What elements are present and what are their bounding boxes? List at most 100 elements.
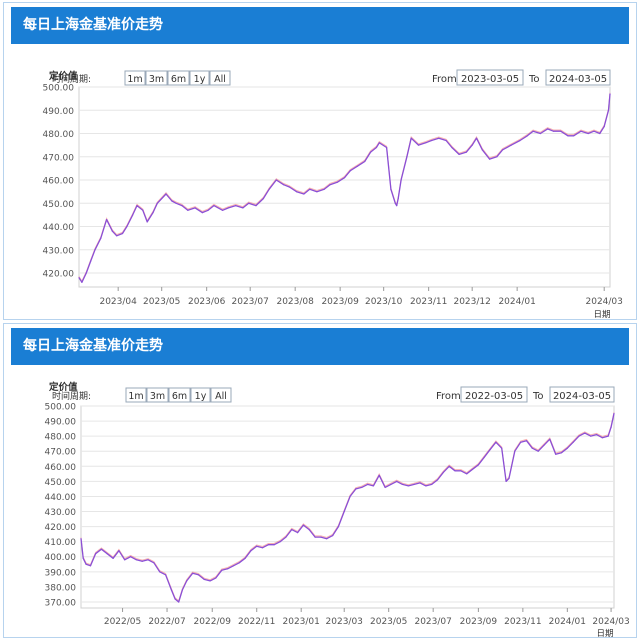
from-date-input[interactable]: 2022-03-05 xyxy=(460,386,528,403)
data-point xyxy=(248,202,250,204)
data-point xyxy=(332,535,334,537)
period-buttons: 1m 3m 6m 1y All xyxy=(125,387,232,403)
data-point xyxy=(364,160,366,162)
data-point xyxy=(475,137,478,139)
y-tick-label: 480.00 xyxy=(43,130,75,140)
data-point xyxy=(302,524,304,526)
data-point xyxy=(288,186,290,188)
data-point xyxy=(141,560,143,562)
data-point xyxy=(90,260,92,262)
period-button-1m[interactable]: 1m xyxy=(125,387,147,403)
data-point xyxy=(519,139,521,142)
data-point xyxy=(100,237,102,239)
to-date-input[interactable]: 2024-03-05 xyxy=(545,69,611,86)
data-point xyxy=(121,232,124,235)
data-point xyxy=(255,205,257,207)
data-point xyxy=(227,568,229,570)
data-point xyxy=(85,563,87,565)
data-point xyxy=(555,453,557,455)
data-point xyxy=(442,471,444,473)
data-point xyxy=(268,188,270,190)
data-point xyxy=(466,473,468,475)
data-point xyxy=(355,488,357,490)
data-point xyxy=(578,435,580,437)
data-point xyxy=(165,574,167,576)
data-point xyxy=(367,483,369,485)
data-point xyxy=(303,193,305,195)
x-tick-label: 2023/03 xyxy=(326,617,363,627)
y-tick-labels: 420.00 430.00 440.00 450.00 460.00 470.00 480.… xyxy=(43,84,75,280)
panel-header: 每日上海金基准价走势 xyxy=(11,328,629,365)
data-point xyxy=(394,202,396,204)
data-point xyxy=(178,601,180,603)
period-button-1y[interactable]: 1y xyxy=(190,387,211,403)
period-button-6m[interactable]: 6m xyxy=(167,70,190,86)
data-point xyxy=(593,130,595,132)
data-point xyxy=(489,449,491,451)
data-point xyxy=(454,470,456,472)
period-button-all[interactable]: All xyxy=(210,387,232,403)
data-point xyxy=(573,135,575,137)
data-point xyxy=(112,557,114,559)
data-point xyxy=(567,135,569,137)
data-point xyxy=(238,562,240,564)
period-button-1m[interactable]: 1m xyxy=(124,70,146,86)
to-date-input[interactable]: 2024-03-05 xyxy=(549,386,615,403)
data-point xyxy=(256,545,258,547)
data-point xyxy=(613,412,615,415)
data-point xyxy=(192,572,194,574)
y-tick-label: 460.00 xyxy=(45,463,77,473)
data-point xyxy=(297,532,299,534)
data-point xyxy=(80,538,82,540)
data-point xyxy=(496,156,498,158)
y-tick-label: 440.00 xyxy=(45,493,77,503)
data-point xyxy=(213,205,215,207)
data-point xyxy=(194,207,196,209)
chart-area: 420.00 430.00 440.00 450.00 460.00 470.00 480.… xyxy=(43,69,623,319)
data-point xyxy=(390,188,392,190)
period-button-all[interactable]: All xyxy=(209,70,231,86)
data-point xyxy=(525,440,528,442)
data-point xyxy=(316,191,318,193)
data-point xyxy=(165,193,167,195)
data-point xyxy=(296,191,298,193)
data-point xyxy=(203,578,205,580)
data-point xyxy=(126,225,128,228)
data-point xyxy=(514,450,516,452)
x-tick-label: 2022/07 xyxy=(148,617,185,627)
period-button-label: 1y xyxy=(194,74,206,85)
data-point xyxy=(477,464,479,466)
x-tick-label: 2023/08 xyxy=(276,297,314,307)
y-tick-label: 450.00 xyxy=(43,200,75,210)
data-point xyxy=(267,544,269,546)
data-point xyxy=(283,184,285,186)
data-point xyxy=(232,565,234,567)
data-point xyxy=(410,137,412,139)
data-point xyxy=(227,207,229,209)
data-point xyxy=(502,149,504,151)
x-tick-label: 2024/03 xyxy=(586,297,623,307)
data-point xyxy=(326,538,328,540)
y-tick-labels: 370.00 380.00 390.00 400.00 410.00 420.00 430.… xyxy=(45,403,77,609)
data-point xyxy=(215,577,217,579)
data-point xyxy=(273,544,275,546)
chart-panel-1y: 每日上海金基准价走势 420.00 430.00 440.00 450.00 460.0… xyxy=(3,2,637,320)
period-button-3m[interactable]: 3m xyxy=(146,387,169,403)
from-date-input[interactable]: 2023-03-05 xyxy=(456,69,524,86)
data-point xyxy=(465,151,467,153)
x-tick-label: 2023/06 xyxy=(188,297,226,307)
data-point xyxy=(285,536,287,538)
to-label: To xyxy=(528,74,540,85)
data-point xyxy=(153,562,155,564)
period-button-3m[interactable]: 3m xyxy=(145,70,168,86)
period-button-label: All xyxy=(214,74,226,85)
period-button-6m[interactable]: 6m xyxy=(168,387,191,403)
data-point xyxy=(481,149,483,151)
data-point xyxy=(595,434,598,436)
data-point xyxy=(417,144,420,146)
data-point xyxy=(537,450,539,452)
period-button-1y[interactable]: 1y xyxy=(189,70,210,86)
data-point xyxy=(336,181,338,183)
data-point xyxy=(560,452,563,454)
data-point xyxy=(106,219,108,221)
